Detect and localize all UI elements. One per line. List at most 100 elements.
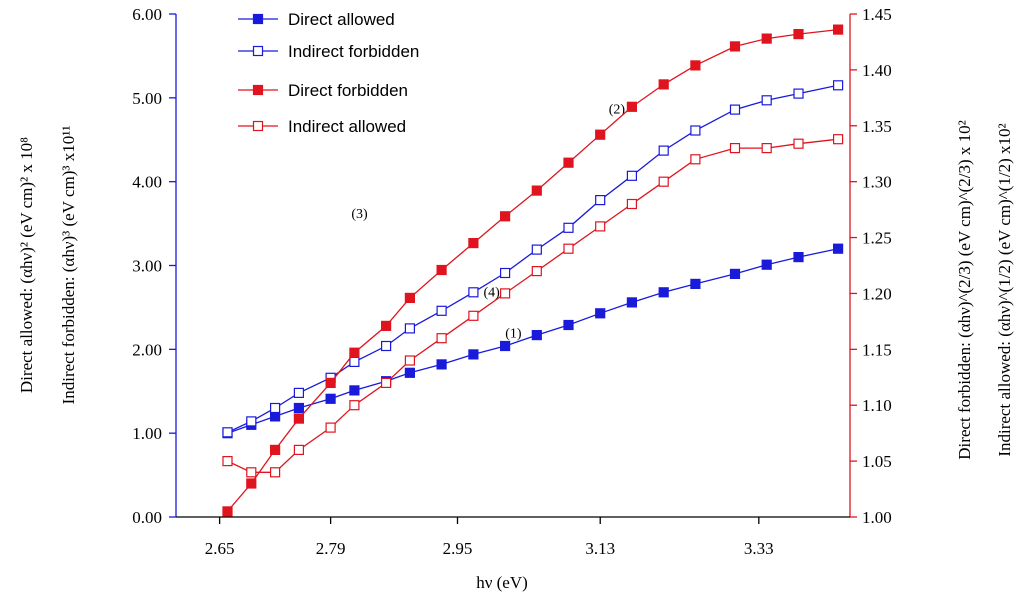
data-point — [246, 478, 257, 489]
legend-label: Direct forbidden — [288, 81, 408, 100]
data-point — [468, 310, 479, 321]
data-point — [761, 259, 772, 270]
right-tick-label: 1.25 — [862, 229, 892, 248]
series-indirect-allowed: (4) — [222, 134, 844, 478]
data-point — [563, 222, 574, 233]
data-point — [793, 252, 804, 263]
legend-item: Direct allowed — [238, 10, 395, 29]
data-point — [626, 170, 638, 181]
data-point — [563, 243, 574, 254]
left-tick-label: 3.00 — [132, 257, 162, 276]
data-point — [563, 157, 574, 168]
data-point — [325, 393, 336, 404]
series-annotation: (4) — [484, 286, 501, 301]
x-axis-title: hν (eV) — [476, 573, 528, 592]
data-point — [381, 377, 392, 388]
data-point — [270, 411, 281, 422]
data-point — [690, 125, 701, 136]
legend-marker — [252, 45, 264, 57]
legend-label: Indirect allowed — [288, 117, 406, 136]
data-point — [729, 268, 741, 279]
left-tick-label: 4.00 — [132, 173, 162, 192]
data-point — [832, 243, 844, 254]
data-point — [270, 467, 281, 478]
data-point — [349, 385, 360, 396]
data-point — [658, 145, 669, 156]
data-point — [222, 456, 233, 467]
data-point — [436, 305, 447, 316]
data-point — [595, 221, 606, 232]
legend-label: Indirect forbidden — [288, 42, 419, 61]
data-point — [222, 506, 233, 517]
data-point — [500, 267, 511, 279]
data-point — [381, 320, 392, 331]
legend-marker — [252, 13, 264, 25]
data-point — [222, 427, 233, 438]
legend-label: Direct allowed — [288, 10, 395, 29]
series-direct-forbidden: (3) — [222, 24, 844, 517]
x-tick-label: 2.65 — [205, 539, 235, 558]
right-axis-title-line2: Indirect allowed: (αhν)^(1/2) (eV cm)^(1… — [995, 123, 1014, 456]
right-tick-label: 1.30 — [862, 173, 892, 192]
right-axis-title-line1: Direct forbidden: (αhν)^(2/3) (eV cm)^(2… — [955, 120, 974, 459]
right-tick-label: 1.45 — [862, 5, 892, 24]
left-axis-title-line2: Indirect forbidden: (αhν)³ (eV cm)³ x10¹… — [59, 126, 78, 405]
data-point — [404, 367, 415, 378]
data-point — [270, 444, 281, 455]
data-point — [793, 29, 804, 40]
data-point — [468, 238, 479, 249]
x-tick-label: 2.95 — [443, 539, 473, 558]
data-point — [761, 95, 772, 106]
data-point — [500, 288, 511, 299]
data-point — [270, 402, 281, 414]
x-tick-label: 3.33 — [744, 539, 774, 558]
series-line — [227, 84, 839, 433]
series-line — [227, 248, 839, 434]
left-tick-label: 6.00 — [132, 5, 162, 24]
data-point — [436, 333, 447, 344]
data-point — [761, 33, 772, 44]
data-point — [793, 138, 804, 149]
left-tick-label: 1.00 — [132, 424, 162, 443]
right-tick-label: 1.05 — [862, 452, 892, 471]
data-point — [468, 349, 479, 360]
data-point — [531, 330, 542, 341]
right-tick-label: 1.20 — [862, 284, 892, 303]
data-point — [349, 347, 360, 358]
data-point — [658, 79, 669, 90]
data-point — [626, 101, 638, 112]
data-point — [246, 467, 257, 478]
data-point — [436, 359, 447, 370]
data-point — [293, 444, 304, 455]
data-point — [690, 60, 701, 71]
data-point — [293, 413, 304, 424]
legend-item: Indirect allowed — [238, 117, 406, 136]
data-point — [531, 244, 542, 255]
x-tick-label: 2.79 — [316, 539, 346, 558]
right-tick-label: 1.15 — [862, 340, 892, 359]
data-point — [729, 41, 741, 52]
data-point — [595, 308, 606, 319]
series-layer: (1) (2) (3) (4) — [222, 24, 844, 517]
data-point — [626, 297, 638, 308]
data-point — [404, 355, 415, 366]
data-point — [832, 134, 844, 145]
legend: Direct allowed Indirect forbidden Direct f… — [238, 10, 419, 136]
data-point — [404, 323, 415, 334]
series-annotation: (3) — [351, 207, 368, 222]
data-point — [658, 287, 669, 298]
right-tick-label: 1.35 — [862, 117, 892, 136]
x-tick-label: 3.13 — [585, 539, 615, 558]
data-point — [832, 24, 844, 35]
data-point — [293, 387, 304, 398]
data-point — [404, 292, 415, 303]
series-indirect-forbidden: (2) — [222, 80, 844, 438]
data-point — [626, 198, 638, 210]
data-point — [293, 402, 304, 414]
right-tick-label: 1.10 — [862, 396, 892, 415]
data-point — [246, 416, 257, 427]
data-point — [729, 104, 741, 115]
data-point — [563, 319, 574, 331]
data-point — [832, 80, 844, 91]
data-point — [468, 287, 479, 298]
